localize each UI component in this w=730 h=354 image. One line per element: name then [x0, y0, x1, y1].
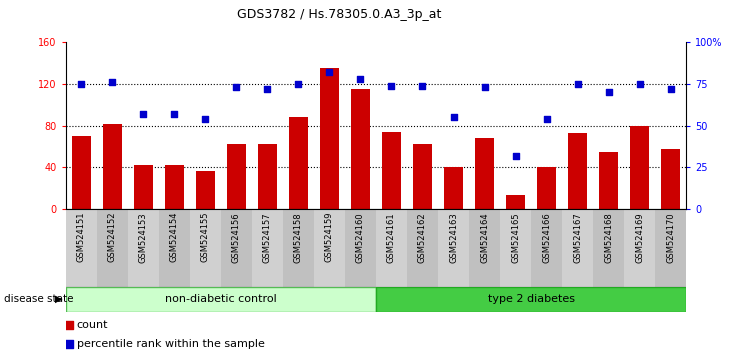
Bar [537, 167, 556, 209]
Point [634, 81, 645, 87]
Bar [289, 118, 308, 209]
Point [169, 111, 180, 117]
FancyBboxPatch shape [66, 209, 96, 287]
FancyBboxPatch shape [96, 209, 128, 287]
Point [323, 70, 335, 75]
Text: count: count [77, 320, 108, 330]
Point [603, 90, 615, 95]
FancyBboxPatch shape [283, 209, 314, 287]
FancyBboxPatch shape [593, 209, 624, 287]
FancyBboxPatch shape [314, 209, 345, 287]
Bar [72, 136, 91, 209]
Point [572, 81, 583, 87]
FancyBboxPatch shape [562, 209, 593, 287]
Point [293, 81, 304, 87]
FancyBboxPatch shape [128, 209, 158, 287]
Bar [196, 171, 215, 209]
Text: GSM524151: GSM524151 [77, 212, 85, 262]
Text: GDS3782 / Hs.78305.0.A3_3p_at: GDS3782 / Hs.78305.0.A3_3p_at [237, 8, 442, 21]
Point [64, 341, 75, 347]
Text: GSM524168: GSM524168 [604, 212, 613, 263]
Point [447, 115, 459, 120]
FancyBboxPatch shape [376, 209, 407, 287]
Text: type 2 diabetes: type 2 diabetes [488, 294, 575, 304]
FancyBboxPatch shape [407, 209, 438, 287]
Bar [103, 124, 121, 209]
Point [510, 153, 521, 159]
Bar [134, 165, 153, 209]
Point [137, 111, 149, 117]
Point [385, 83, 397, 88]
Text: non-diabetic control: non-diabetic control [165, 294, 277, 304]
FancyBboxPatch shape [531, 209, 562, 287]
Point [199, 116, 211, 122]
Point [261, 86, 273, 92]
Text: disease state: disease state [4, 294, 73, 304]
Text: GSM524162: GSM524162 [418, 212, 427, 263]
Bar [351, 89, 370, 209]
FancyBboxPatch shape [469, 209, 500, 287]
FancyBboxPatch shape [66, 287, 376, 312]
Bar [475, 138, 493, 209]
FancyBboxPatch shape [376, 287, 686, 312]
FancyBboxPatch shape [158, 209, 190, 287]
FancyBboxPatch shape [438, 209, 469, 287]
Point [479, 85, 491, 90]
Text: GSM524157: GSM524157 [263, 212, 272, 263]
Text: GSM524167: GSM524167 [573, 212, 582, 263]
Point [541, 116, 553, 122]
Text: GSM524164: GSM524164 [480, 212, 489, 263]
Point [64, 322, 75, 328]
FancyBboxPatch shape [190, 209, 220, 287]
Bar [227, 144, 245, 209]
Bar [599, 152, 618, 209]
Point [107, 80, 118, 85]
Point [355, 76, 366, 82]
Point [75, 81, 87, 87]
Bar [568, 133, 587, 209]
Text: GSM524161: GSM524161 [387, 212, 396, 263]
Text: GSM524163: GSM524163 [449, 212, 458, 263]
Text: GSM524159: GSM524159 [325, 212, 334, 262]
Text: percentile rank within the sample: percentile rank within the sample [77, 339, 264, 349]
Text: GSM524169: GSM524169 [635, 212, 644, 263]
Text: GSM524155: GSM524155 [201, 212, 210, 262]
FancyBboxPatch shape [500, 209, 531, 287]
Text: GSM524170: GSM524170 [666, 212, 675, 263]
Bar [413, 144, 431, 209]
Point [417, 83, 429, 88]
Bar [320, 68, 339, 209]
Bar [383, 132, 401, 209]
Text: GSM524160: GSM524160 [356, 212, 365, 263]
Bar [444, 167, 463, 209]
Text: ▶: ▶ [55, 294, 62, 304]
Text: GSM524153: GSM524153 [139, 212, 147, 263]
Point [231, 85, 242, 90]
Point [665, 86, 677, 92]
Text: GSM524165: GSM524165 [511, 212, 520, 263]
Bar [506, 195, 525, 209]
Text: GSM524158: GSM524158 [294, 212, 303, 263]
Bar [661, 149, 680, 209]
FancyBboxPatch shape [624, 209, 655, 287]
FancyBboxPatch shape [655, 209, 686, 287]
FancyBboxPatch shape [252, 209, 283, 287]
FancyBboxPatch shape [220, 209, 252, 287]
FancyBboxPatch shape [345, 209, 376, 287]
Text: GSM524152: GSM524152 [108, 212, 117, 262]
Text: GSM524166: GSM524166 [542, 212, 551, 263]
Text: GSM524156: GSM524156 [232, 212, 241, 263]
Bar [630, 126, 649, 209]
Bar [258, 144, 277, 209]
Bar [165, 165, 184, 209]
Text: GSM524154: GSM524154 [170, 212, 179, 262]
